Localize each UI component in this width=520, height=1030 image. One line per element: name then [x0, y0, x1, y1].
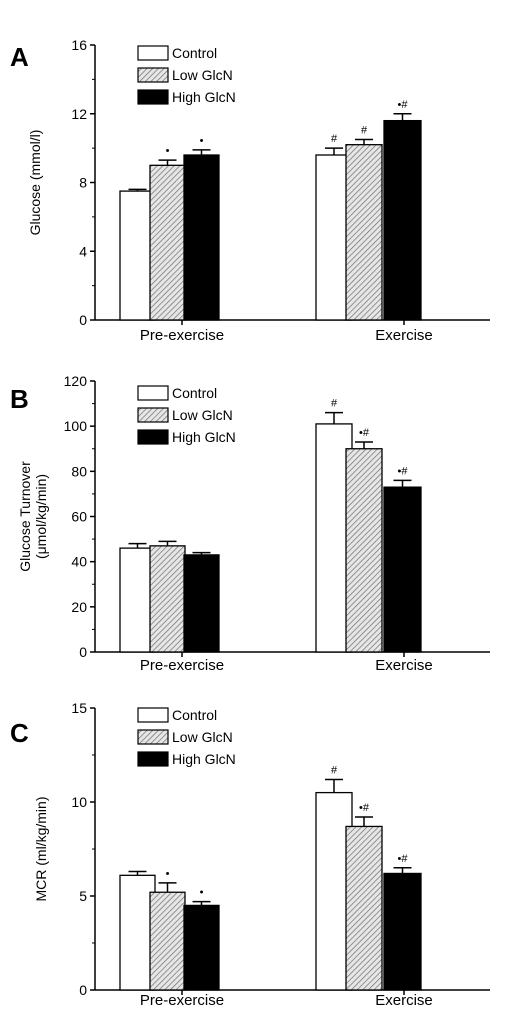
- y-axis-label: MCR (ml/kg/min): [33, 797, 49, 902]
- significance-marker: •#: [359, 802, 370, 814]
- significance-marker: #: [361, 125, 368, 137]
- y-tick-label: 20: [71, 599, 87, 615]
- bar-low-glcn: [149, 545, 186, 653]
- chart-panel-b: B 0 20 40 60 80 100 120 Glucose Turnover (μmol/kg…: [10, 373, 490, 674]
- bar-low-glcn: [345, 448, 383, 653]
- y-tick-label: 8: [79, 175, 87, 191]
- bar-high-glcn: [383, 872, 422, 991]
- bar-high-glcn: [183, 904, 220, 991]
- y-tick-label: 60: [71, 509, 87, 525]
- y-tick-label: 120: [64, 373, 88, 389]
- legend-label: High GlcN: [172, 751, 236, 767]
- y-axis-label-units: (μmol/kg/min): [33, 474, 49, 559]
- chart-panel-c: C 0 5 10 15 MCR (ml/kg/min) Pre-exercise Exerci…: [10, 700, 490, 1009]
- y-tick-label: 10: [71, 794, 87, 810]
- legend-swatch-control: [137, 45, 169, 61]
- y-tick-label: 40: [71, 554, 87, 570]
- significance-marker: #: [331, 398, 338, 410]
- bar-high-glcn: [383, 486, 422, 653]
- bar-low-glcn: [345, 825, 383, 991]
- y-tick-label: 0: [79, 982, 87, 998]
- bar-control: [119, 547, 156, 653]
- y-tick-label: 15: [71, 700, 87, 716]
- y-tick-label: 12: [71, 106, 87, 122]
- panel-label: C: [10, 718, 29, 748]
- bar-low-glcn: [149, 891, 186, 991]
- x-category-label: Exercise: [375, 992, 433, 1009]
- legend-swatch-low-glcn: [137, 67, 169, 83]
- legend-label: Low GlcN: [172, 729, 233, 745]
- y-tick-label: 4: [79, 243, 87, 259]
- y-tick-label: 16: [71, 37, 87, 53]
- bar-control: [119, 874, 156, 991]
- y-axis-label: Glucose (mmol/l): [27, 130, 43, 236]
- y-tick-label: 100: [64, 418, 88, 434]
- bar-low-glcn: [149, 164, 186, 321]
- x-category-label: Pre-exercise: [140, 327, 224, 344]
- bar-high-glcn: [383, 119, 422, 321]
- panels-group: A 0 4 8 12 16 Glucose (mmol/l) Pre-exercise Exer…: [10, 37, 490, 1009]
- legend-swatch-high-glcn: [137, 429, 169, 445]
- legend-label: High GlcN: [172, 429, 236, 445]
- significance-marker: #: [331, 133, 338, 145]
- significance-marker: •#: [359, 427, 370, 439]
- y-axis-label: Glucose Turnover: [17, 461, 33, 572]
- legend-swatch-control: [137, 385, 169, 401]
- bar-high-glcn: [183, 554, 220, 653]
- x-category-label: Pre-exercise: [140, 657, 224, 674]
- significance-marker: #: [331, 764, 338, 776]
- legend-swatch-low-glcn: [137, 729, 169, 745]
- panel-label: B: [10, 384, 29, 414]
- significance-marker: •#: [398, 99, 409, 111]
- significance-marker: •#: [398, 853, 409, 865]
- legend-swatch-high-glcn: [137, 89, 169, 105]
- legend-swatch-control: [137, 707, 169, 723]
- legend-label: Control: [172, 385, 217, 401]
- significance-marker: •: [166, 868, 170, 880]
- y-tick-label: 80: [71, 463, 87, 479]
- legend-swatch-high-glcn: [137, 751, 169, 767]
- significance-marker: •: [200, 887, 204, 899]
- bar-low-glcn: [345, 144, 383, 321]
- chart-panel-a: A 0 4 8 12 16 Glucose (mmol/l) Pre-exercise Exer…: [10, 37, 490, 344]
- significance-marker: •: [200, 135, 204, 147]
- bar-high-glcn: [183, 154, 220, 321]
- significance-marker: •: [166, 145, 170, 157]
- legend-label: High GlcN: [172, 89, 236, 105]
- legend-swatch-low-glcn: [137, 407, 169, 423]
- significance-marker: •#: [398, 465, 409, 477]
- y-tick-label: 0: [79, 644, 87, 660]
- legend-label: Control: [172, 707, 217, 723]
- y-tick-label: 0: [79, 312, 87, 328]
- legend-label: Control: [172, 45, 217, 61]
- x-category-label: Exercise: [375, 327, 433, 344]
- y-tick-label: 5: [79, 888, 87, 904]
- x-category-label: Pre-exercise: [140, 992, 224, 1009]
- legend-label: Low GlcN: [172, 407, 233, 423]
- x-category-label: Exercise: [375, 657, 433, 674]
- panel-label: A: [10, 42, 29, 72]
- legend-label: Low GlcN: [172, 67, 233, 83]
